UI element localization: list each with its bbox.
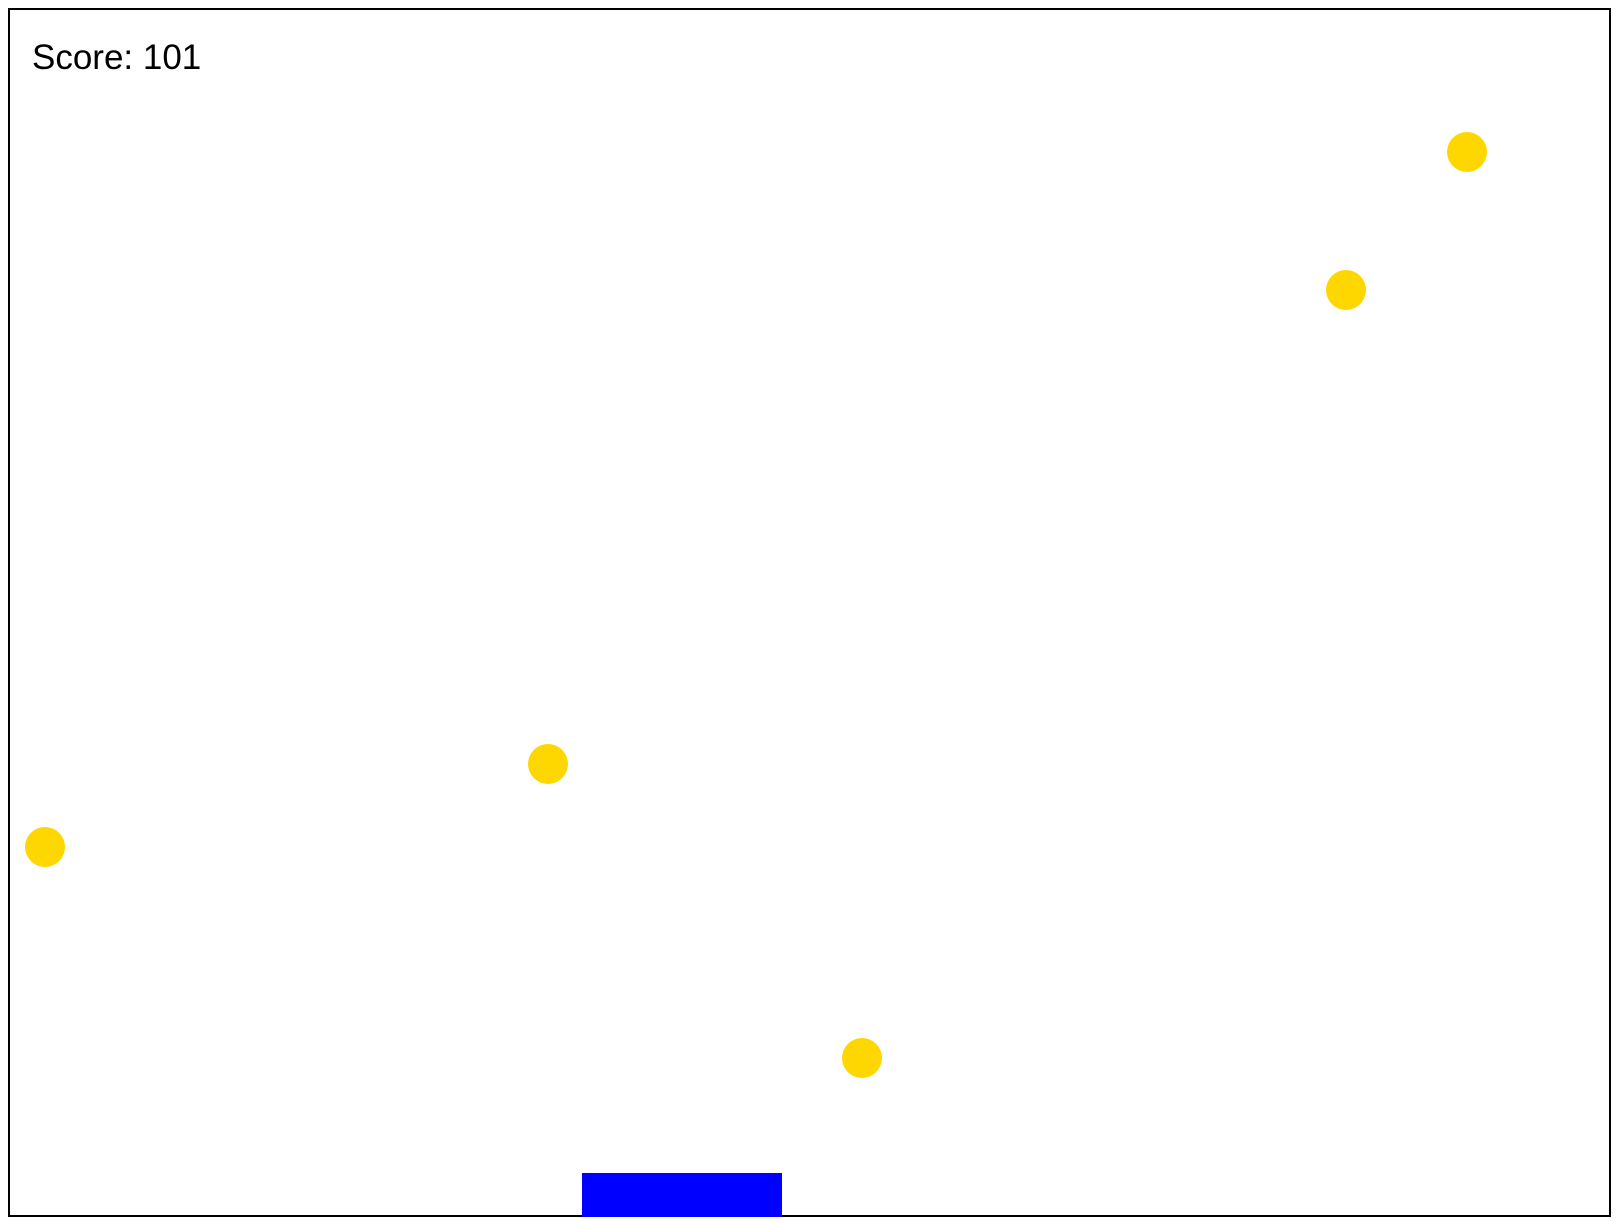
score-label: Score: 101 bbox=[32, 38, 202, 77]
player-paddle[interactable] bbox=[582, 1173, 782, 1217]
coin bbox=[528, 744, 568, 784]
game-canvas[interactable]: Score: 101 bbox=[8, 8, 1611, 1217]
coin bbox=[25, 827, 65, 867]
coin bbox=[1326, 270, 1366, 310]
coin bbox=[1447, 132, 1487, 172]
coin bbox=[842, 1038, 882, 1078]
